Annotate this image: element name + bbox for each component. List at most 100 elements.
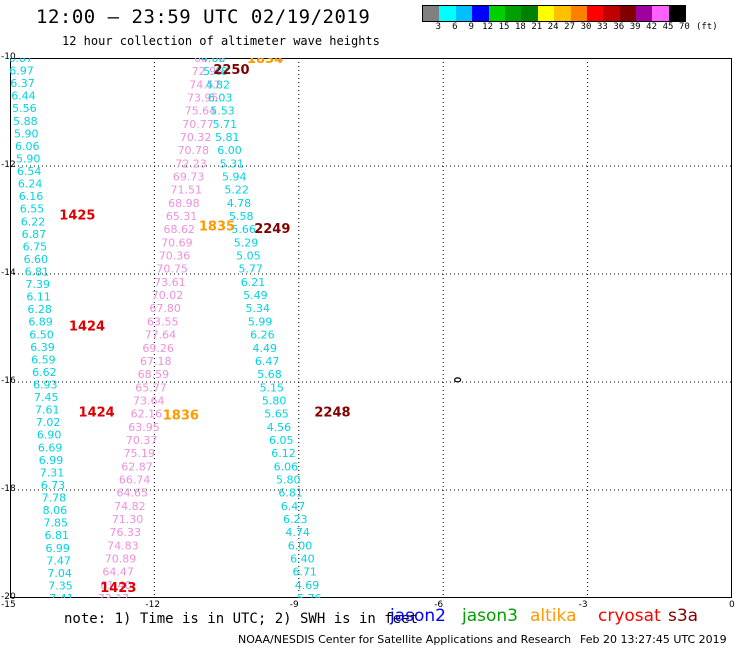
- swh-value-jason: 7.04: [47, 567, 72, 580]
- swh-value-jason: 5.88: [13, 115, 37, 128]
- swh-value-s3a: 70.78: [178, 144, 210, 157]
- pass-time-label: 1835: [199, 219, 235, 234]
- swh-value-jason-east: 5.05: [236, 250, 261, 263]
- swh-value-jason-east: 5.68: [257, 368, 282, 381]
- legend-label: 70: [678, 22, 690, 32]
- swh-value-jason: 7.47: [46, 554, 71, 567]
- satellite-name: jason3: [462, 606, 518, 626]
- swh-value-jason-east: 6.12: [271, 447, 296, 460]
- swh-value-jason: 6.87: [10, 58, 33, 65]
- swh-value-jason: 7.61: [35, 404, 60, 417]
- credit-text: NOAA/NESDIS Center for Satellite Applica…: [238, 633, 572, 646]
- swh-value-s3a: 66.74: [119, 473, 151, 486]
- island-shape: [454, 377, 462, 383]
- swh-value-jason-east: 6.47: [281, 500, 306, 513]
- swh-value-jason: 7.39: [25, 278, 50, 291]
- swh-value-jason: 6.89: [28, 316, 53, 329]
- satellite-name: altika: [530, 606, 577, 626]
- swh-value-s3a: 68.62: [194, 58, 226, 65]
- swh-value-jason-east: 5.99: [248, 315, 273, 328]
- swh-value-jason-east: 5.77: [238, 263, 263, 276]
- legend-swatch: [603, 6, 620, 21]
- y-tick-label: -18: [1, 484, 16, 494]
- pass-time-label: 1424: [79, 406, 115, 421]
- swh-value-s3a: 70.75: [156, 263, 188, 276]
- swh-value-s3a: 70.77: [182, 118, 214, 131]
- swh-value-jason: 6.81: [44, 529, 69, 542]
- swh-value-s3a: 62.16: [131, 408, 163, 421]
- swh-value-s3a: 76.33: [109, 526, 141, 539]
- swh-value-jason-east: 6.47: [255, 355, 280, 368]
- swh-value-jason-east: 6.03: [208, 92, 233, 105]
- swh-value-jason-east: 5.76: [297, 592, 322, 598]
- swh-value-jason: 6.37: [10, 77, 35, 90]
- legend-label: 39: [629, 22, 641, 32]
- pass-time-label: 1836: [163, 408, 199, 423]
- x-tick-label: -12: [145, 600, 161, 610]
- legend-swatch: [455, 6, 473, 21]
- swh-value-jason-east: 5.34: [245, 302, 270, 315]
- legend-label: 33: [596, 22, 608, 32]
- swh-value-s3a: 71.51: [171, 184, 203, 197]
- swh-value-jason-east: 5.48: [203, 65, 228, 78]
- pass-time-label: 1425: [59, 209, 95, 224]
- legend-label: 45: [662, 22, 674, 32]
- swh-value-jason: 6.16: [19, 190, 44, 203]
- page-subtitle: 12 hour collection of altimeter wave hei…: [62, 34, 380, 48]
- legend-label: 21: [531, 22, 543, 32]
- swh-value-jason: 5.90: [16, 152, 41, 165]
- swh-value-s3a: 69.26: [142, 342, 174, 355]
- swh-value-jason: 7.41: [49, 592, 74, 598]
- swh-value-s3a: 68.98: [168, 197, 200, 210]
- swh-value-jason: 6.24: [18, 178, 43, 191]
- swh-value-jason-east: 4.56: [267, 421, 292, 434]
- swh-value-jason: 6.87: [22, 228, 47, 241]
- swh-value-s3a: 63.95: [128, 421, 160, 434]
- swh-value-jason-east: 6.81: [278, 487, 303, 500]
- swh-value-jason: 6.39: [30, 341, 55, 354]
- swh-value-jason: 8.06: [43, 504, 68, 517]
- swh-value-jason-east: 5.58: [229, 210, 254, 223]
- swh-value-jason-east: 6.00: [288, 539, 313, 552]
- x-tick-label: -9: [289, 600, 299, 610]
- swh-value-jason-east: 5.71: [213, 118, 238, 131]
- swh-value-jason: 7.45: [34, 391, 59, 404]
- swh-value-s3a: 71.30: [112, 513, 144, 526]
- swh-value-s3a: 72.23: [175, 157, 207, 170]
- legend-swatch: [521, 6, 538, 21]
- swh-value-jason-east: 5.53: [210, 105, 235, 118]
- swh-value-jason: 6.73: [41, 479, 66, 492]
- swh-value-jason: 6.62: [32, 366, 57, 379]
- legend-label: 9: [468, 22, 474, 32]
- swh-value-s3a: 73.95: [187, 92, 219, 105]
- footer-note: note: 1) Time is in UTC; 2) SWH is in fe…: [64, 611, 419, 627]
- swh-value-jason-east: 5.29: [234, 236, 259, 249]
- legend-label: 18: [514, 22, 526, 32]
- legend-swatch: [652, 6, 669, 21]
- legend-label: 42: [646, 22, 658, 32]
- swh-value-jason: 6.69: [38, 441, 63, 454]
- legend-swatch: [586, 6, 604, 21]
- satellite-name: s3a: [668, 606, 699, 626]
- swh-value-s3a: 68.59: [138, 368, 170, 381]
- legend-label: (ft): [695, 22, 718, 32]
- swh-value-jason-east: 5.31: [220, 157, 245, 170]
- pass-time-label: 2249: [254, 222, 290, 237]
- swh-value-jason: 6.55: [20, 203, 45, 216]
- swh-value-jason-east: 6.23: [283, 513, 308, 526]
- legend-swatch: [472, 6, 489, 21]
- pass-time-label: 2248: [314, 406, 350, 421]
- swh-value-jason: 6.93: [33, 379, 58, 392]
- swh-value-s3a: 70.37: [126, 434, 158, 447]
- swh-value-jason: 7.78: [42, 492, 67, 505]
- legend-label: 24: [547, 22, 559, 32]
- swh-value-jason-east: 5.15: [260, 381, 285, 394]
- swh-value-jason-east: 5.80: [276, 473, 301, 486]
- swh-value-s3a: 74.83: [107, 539, 139, 552]
- legend-swatch: [537, 6, 555, 21]
- legend-label: 6: [452, 22, 458, 32]
- legend-swatch: [554, 6, 571, 21]
- page-title: 12:00 — 23:59 UTC 02/19/2019: [36, 6, 371, 28]
- swh-value-jason: 6.50: [29, 328, 54, 341]
- legend-swatch: [668, 6, 686, 21]
